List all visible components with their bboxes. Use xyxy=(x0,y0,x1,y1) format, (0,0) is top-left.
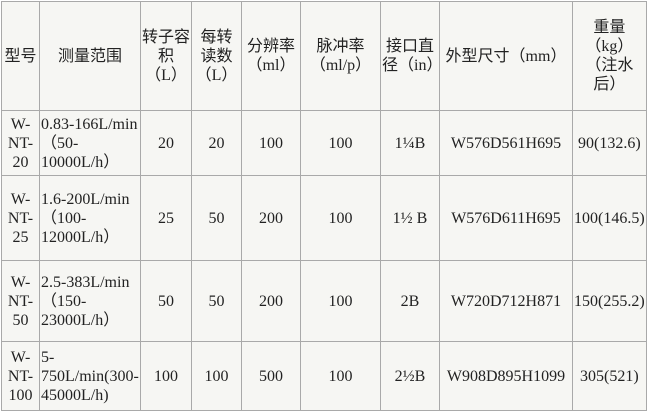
header-cell: 型号 xyxy=(2,2,39,110)
range-cell: 1.6-200L/min（100-12000L/h） xyxy=(40,176,140,260)
header-cell: 测量范围 xyxy=(40,2,140,110)
range-cell: 2.5-383L/min（150-23000L/h） xyxy=(40,261,140,341)
cell: 100 xyxy=(141,342,191,410)
cell: 100(146.5) xyxy=(573,176,646,260)
cell: 150(255.2) xyxy=(573,261,646,341)
header-cell: 外型尺寸（mm） xyxy=(440,2,572,110)
cell: 100 xyxy=(301,342,380,410)
cell: 200 xyxy=(242,261,300,341)
cell: 100 xyxy=(301,111,380,175)
cell: 100 xyxy=(301,176,380,260)
header-cell: 重量（kg）（注水后） xyxy=(573,2,646,110)
cell: W908D895H1099 xyxy=(440,342,572,410)
table-row: W-NT-25 1.6-200L/min（100-12000L/h） 25 50… xyxy=(2,176,646,260)
header-cell: 每转读数（L） xyxy=(192,2,241,110)
table-row: W-NT-50 2.5-383L/min（150-23000L/h） 50 50… xyxy=(2,261,646,341)
cell: 100 xyxy=(301,261,380,341)
cell: 1¼B xyxy=(381,111,439,175)
spec-table: 型号 测量范围 转子容积（L） 每转读数（L） 分辨率（ml） 脉冲率（ml/p… xyxy=(1,1,647,411)
model-cell: W-NT-100 xyxy=(2,342,39,410)
header-cell: 脉冲率（ml/p） xyxy=(301,2,380,110)
cell: 20 xyxy=(192,111,241,175)
cell: 2½B xyxy=(381,342,439,410)
cell: 20 xyxy=(141,111,191,175)
table-row: W-NT-100 5-750L/min(300-45000L/h) 100 10… xyxy=(2,342,646,410)
cell: 50 xyxy=(141,261,191,341)
header-cell: 接口直径（in） xyxy=(381,2,442,110)
cell: W720D712H871 xyxy=(440,261,572,341)
header-row: 型号 测量范围 转子容积（L） 每转读数（L） 分辨率（ml） 脉冲率（ml/p… xyxy=(2,2,646,110)
cell: 305(521) xyxy=(573,342,646,410)
cell: 100 xyxy=(242,111,300,175)
cell: 2B xyxy=(381,261,439,341)
cell: W576D561H695 xyxy=(440,111,572,175)
cell: 25 xyxy=(141,176,191,260)
table-row: W-NT-20 0.83-166L/min（50-10000L/h） 20 20… xyxy=(2,111,646,175)
cell: 100 xyxy=(192,342,241,410)
header-cell: 转子容积（L） xyxy=(141,2,191,110)
cell: 1½ B xyxy=(381,176,439,260)
model-cell: W-NT-25 xyxy=(2,176,39,260)
cell: W576D611H695 xyxy=(440,176,572,260)
cell: 50 xyxy=(192,176,241,260)
cell: 50 xyxy=(192,261,241,341)
cell: 500 xyxy=(242,342,300,410)
header-cell: 分辨率（ml） xyxy=(242,2,300,110)
cell: 90(132.6) xyxy=(573,111,646,175)
model-cell: W-NT-50 xyxy=(2,261,39,341)
cell: 200 xyxy=(242,176,300,260)
range-cell: 0.83-166L/min（50-10000L/h） xyxy=(40,111,140,175)
model-cell: W-NT-20 xyxy=(2,111,39,175)
range-cell: 5-750L/min(300-45000L/h) xyxy=(40,342,140,410)
